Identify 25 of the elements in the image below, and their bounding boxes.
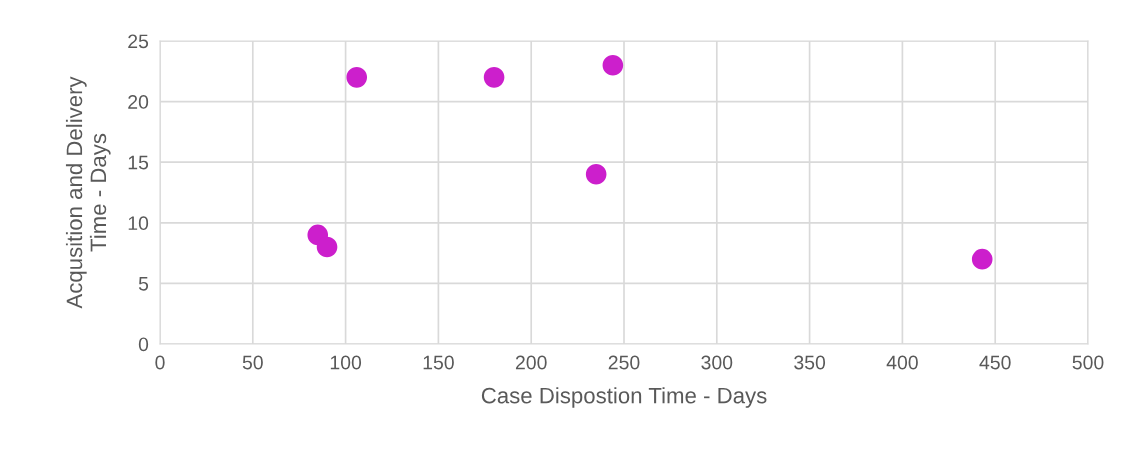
x-tick-label: 200 <box>515 355 547 370</box>
y-tick-label: 25 <box>128 34 149 49</box>
x-tick-label: 400 <box>886 355 918 370</box>
x-tick-label: 50 <box>242 355 263 370</box>
x-tick-label: 250 <box>608 355 640 370</box>
x-tick-label: 0 <box>155 355 165 370</box>
point <box>602 54 624 76</box>
point <box>483 67 505 88</box>
y-axis-title: Acqusition and Delivery Time - Days <box>65 76 111 309</box>
y-tick-label: 10 <box>128 216 149 231</box>
x-tick-label: 150 <box>423 355 454 370</box>
point <box>585 164 607 185</box>
y-tick-label: 5 <box>138 277 149 291</box>
x-tick-label: 350 <box>794 355 826 370</box>
point <box>316 236 338 258</box>
x-tick-label: 450 <box>979 355 1011 370</box>
y-tick-label: 15 <box>128 155 149 170</box>
y-tick-label: 20 <box>128 95 149 109</box>
point <box>971 248 993 270</box>
point <box>346 67 368 88</box>
x-axis-title: Case Dispostion Time - Days <box>481 387 767 408</box>
y-tick-label: 0 <box>138 337 149 352</box>
x-tick-label: 500 <box>1072 355 1104 370</box>
x-tick-label: 300 <box>701 355 733 370</box>
x-tick-label: 100 <box>330 355 362 370</box>
